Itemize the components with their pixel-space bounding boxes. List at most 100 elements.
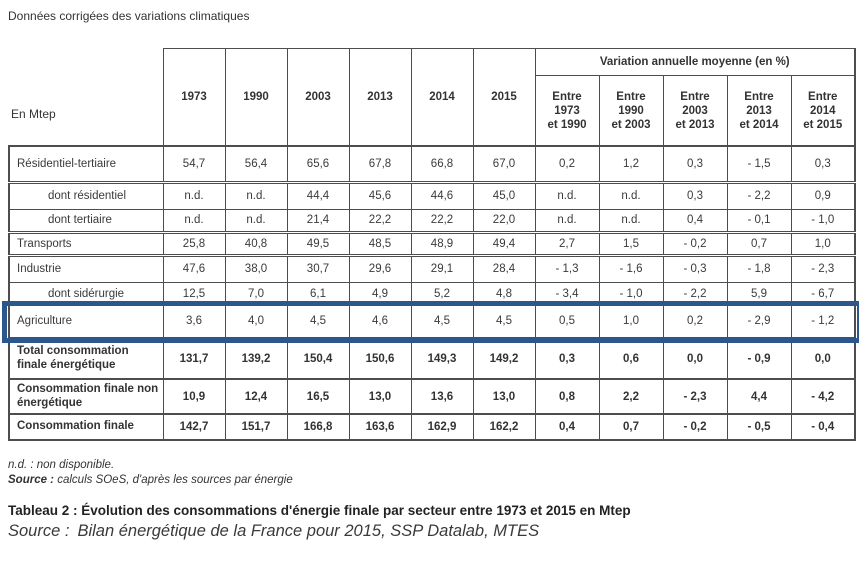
cell-value: 13,6 xyxy=(410,378,474,415)
cell-value: 131,7 xyxy=(162,337,226,380)
cell-value: 47,6 xyxy=(162,253,226,283)
cell-value: - 0,1 xyxy=(726,208,792,233)
cell-value: 28,4 xyxy=(472,253,536,283)
cell-value: 0,3 xyxy=(790,145,856,183)
year-header: 1973 xyxy=(162,48,226,147)
cell-value: 29,1 xyxy=(410,253,474,283)
cell-value: 139,2 xyxy=(224,337,288,380)
cell-value: 49,4 xyxy=(472,230,536,256)
row-label: Agriculture xyxy=(8,304,164,339)
cell-value: n.d. xyxy=(162,180,226,210)
cell-value: - 0,4 xyxy=(790,413,856,441)
cell-value: 3,6 xyxy=(162,304,226,339)
cell-value: 1,0 xyxy=(598,304,664,339)
cell-value: 5,2 xyxy=(410,281,474,306)
cell-value: 0,4 xyxy=(662,208,728,233)
cell-value: n.d. xyxy=(534,208,600,233)
cell-value: - 1,6 xyxy=(598,253,664,283)
cell-value: - 0,2 xyxy=(662,413,728,441)
cell-value: 149,3 xyxy=(410,337,474,380)
cell-value: 0,3 xyxy=(534,337,600,380)
cell-value: 4,8 xyxy=(472,281,536,306)
cell-value: 1,5 xyxy=(598,230,664,256)
row-label: Consommation finale non énergétique xyxy=(8,378,164,415)
cell-value: 1,0 xyxy=(790,230,856,256)
cell-value: - 2,2 xyxy=(662,281,728,306)
cell-value: 6,1 xyxy=(286,281,350,306)
table-row: Agriculture 3,6 4,0 4,5 4,6 4,5 4,5 0,5 1,0 0,2- … xyxy=(8,304,856,339)
cell-value: - 2,3 xyxy=(662,378,728,415)
cell-value: 29,6 xyxy=(348,253,412,283)
cell-value: 0,8 xyxy=(534,378,600,415)
cell-value: 0,4 xyxy=(534,413,600,441)
variation-header: Entre 2013 et 2014 xyxy=(726,75,792,147)
cell-value: 16,5 xyxy=(286,378,350,415)
cell-value: n.d. xyxy=(598,208,664,233)
cell-value: 4,5 xyxy=(410,304,474,339)
cell-value: 5,9 xyxy=(726,281,792,306)
footnote-nd: n.d. : non disponible. xyxy=(8,459,115,471)
cell-value: 4,5 xyxy=(472,304,536,339)
cell-value: 45,0 xyxy=(472,180,536,210)
cell-value: 44,6 xyxy=(410,180,474,210)
row-label: Transports xyxy=(8,230,164,256)
year-header: 2013 xyxy=(348,48,412,147)
table-body: Résidentiel-tertiaire 54,7 56,4 65,6 67,8 66,… xyxy=(8,145,856,441)
table-row: Transports 25,8 40,8 49,5 48,5 48,9 49,4 2,7 1,5… xyxy=(8,230,856,256)
cell-value: - 1,8 xyxy=(726,253,792,283)
variation-header: Entre 2003 et 2013 xyxy=(662,75,728,147)
table-row: Consommation finale non énergétique 10,9 1… xyxy=(8,378,856,415)
cell-value: 0,6 xyxy=(598,337,664,380)
cell-value: 48,9 xyxy=(410,230,474,256)
cell-value: 7,0 xyxy=(224,281,288,306)
cell-value: - 4,2 xyxy=(790,378,856,415)
row-label: Consommation finale xyxy=(8,413,164,441)
cell-value: 10,9 xyxy=(162,378,226,415)
row-label: Total consommation finale énergétique xyxy=(8,337,164,380)
cell-value: - 1,5 xyxy=(726,145,792,183)
cell-value: 0,7 xyxy=(598,413,664,441)
cell-value: 4,4 xyxy=(726,378,792,415)
cell-value: - 2,2 xyxy=(726,180,792,210)
cell-value: 40,8 xyxy=(224,230,288,256)
cell-value: 166,8 xyxy=(286,413,350,441)
cell-value: n.d. xyxy=(162,208,226,233)
cell-value: 4,6 xyxy=(348,304,412,339)
cell-value: 142,7 xyxy=(162,413,226,441)
cell-value: 21,4 xyxy=(286,208,350,233)
cell-value: 162,9 xyxy=(410,413,474,441)
row-label: dont tertiaire xyxy=(8,208,164,233)
cell-value: 151,7 xyxy=(224,413,288,441)
cell-value: 25,8 xyxy=(162,230,226,256)
variation-header: Entre 1990 et 2003 xyxy=(598,75,664,147)
cell-value: n.d. xyxy=(534,180,600,210)
cell-value: 45,6 xyxy=(348,180,412,210)
cell-value: 38,0 xyxy=(224,253,288,283)
footnote-source: Source : calculs SOeS, d'après les sourc… xyxy=(8,473,293,488)
cell-value: 162,2 xyxy=(472,413,536,441)
cell-value: 1,2 xyxy=(598,145,664,183)
cell-value: 12,5 xyxy=(162,281,226,306)
cell-value: 0,5 xyxy=(534,304,600,339)
cell-value: 150,4 xyxy=(286,337,350,380)
cell-value: 67,0 xyxy=(472,145,536,183)
table-row: Consommation finale 142,7 151,7 166,8 163,6 1… xyxy=(8,413,856,441)
data-correction-note: Données corrigées des variations climati… xyxy=(8,9,250,23)
cell-value: 0,0 xyxy=(790,337,856,380)
variation-header: Entre 2014 et 2015 xyxy=(790,75,856,147)
cell-value: - 1,0 xyxy=(790,208,856,233)
table-row: Résidentiel-tertiaire 54,7 56,4 65,6 67,8 66,… xyxy=(8,145,856,183)
cell-value: 0,3 xyxy=(662,145,728,183)
cell-value: 0,3 xyxy=(662,180,728,210)
cell-value: 66,8 xyxy=(410,145,474,183)
year-header: 2003 xyxy=(286,48,350,147)
footnote-source-label: Source : xyxy=(8,474,55,486)
variation-header: Entre 1973 et 1990 xyxy=(534,75,600,147)
cell-value: 56,4 xyxy=(224,145,288,183)
cell-value: 13,0 xyxy=(472,378,536,415)
cell-value: 54,7 xyxy=(162,145,226,183)
cell-value: 4,9 xyxy=(348,281,412,306)
cell-value: - 0,5 xyxy=(726,413,792,441)
cell-value: 2,7 xyxy=(534,230,600,256)
cell-value: 0,9 xyxy=(790,180,856,210)
